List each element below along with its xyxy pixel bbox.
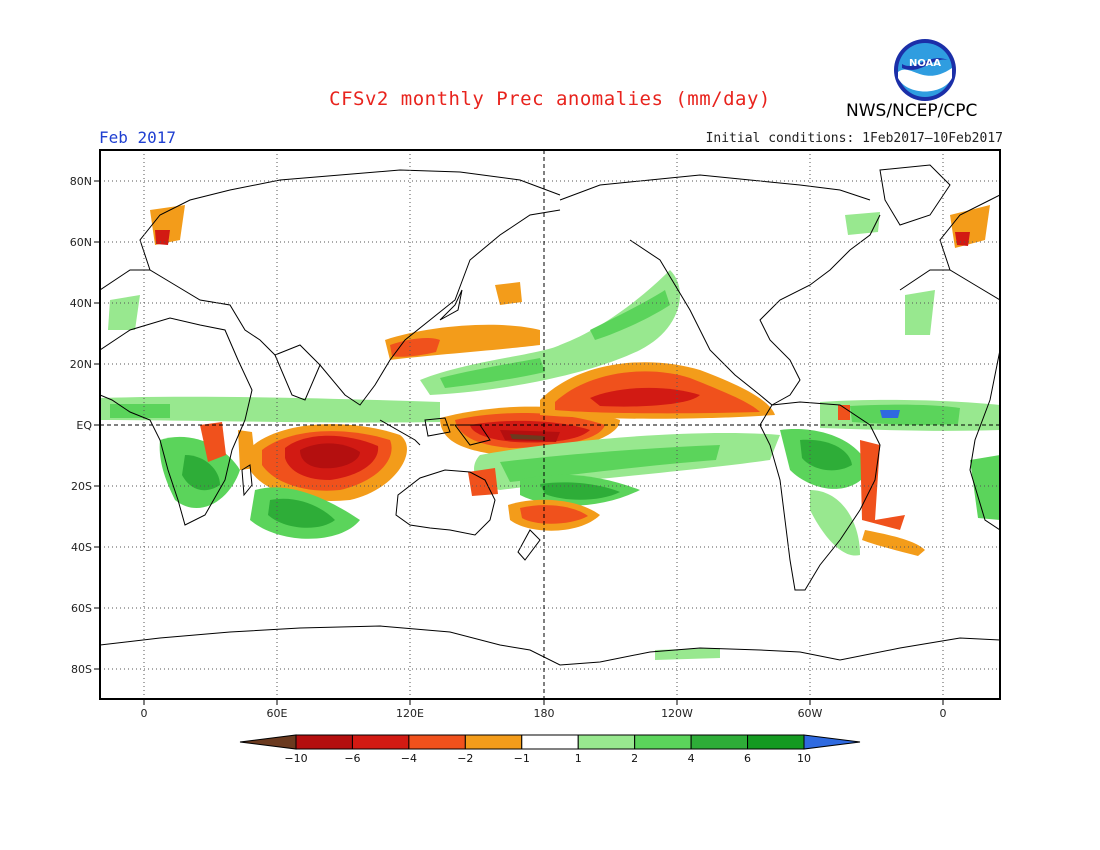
- lon-label: 0: [141, 707, 148, 720]
- initial-conditions-label: Initial conditions: 1Feb2017–10Feb2017: [705, 131, 1003, 146]
- lon-label: 180: [534, 707, 555, 720]
- lat-label: 40S: [71, 541, 92, 554]
- colorbar-label: −2: [457, 752, 473, 765]
- coastlines: [100, 164, 1000, 666]
- colorbar-bin: [577, 734, 636, 750]
- colorbar-label: −10: [284, 752, 307, 765]
- colorbar-bin: [690, 734, 749, 750]
- colorbar-label: −1: [514, 752, 530, 765]
- map-title: CFSv2 monthly Prec anomalies (mm/day): [329, 88, 771, 110]
- lat-label: 60N: [70, 236, 92, 249]
- month-label: Feb 2017: [99, 128, 177, 147]
- lat-label: 40N: [70, 297, 92, 310]
- colorbar-bin: [464, 734, 523, 750]
- colorbar-label: −4: [401, 752, 417, 765]
- longitude-labels: 0 60E 120E 180 120W 60W 0: [141, 707, 947, 720]
- colorbar-bin: [634, 734, 692, 750]
- colorbar-bin: [239, 734, 297, 750]
- colorbar: −10 −6 −4 −2 −1 1 2 4 6 10: [239, 734, 861, 765]
- lon-label: 60E: [267, 707, 288, 720]
- colorbar-label: −6: [344, 752, 360, 765]
- logo-text: NOAA: [909, 58, 941, 69]
- lat-label: EQ: [76, 419, 92, 432]
- lon-label: 0: [940, 707, 947, 720]
- noaa-logo-icon: NOAA: [894, 39, 956, 101]
- colorbar-bin: [803, 734, 861, 750]
- colorbar-label: 4: [688, 752, 695, 765]
- lon-label: 60W: [798, 707, 823, 720]
- tick-marks: [94, 180, 944, 705]
- colorbar-label: 6: [744, 752, 751, 765]
- lat-label: 20S: [71, 480, 92, 493]
- lat-label: 80S: [71, 663, 92, 676]
- colorbar-label: 2: [631, 752, 638, 765]
- colorbar-bin: [408, 734, 466, 750]
- lat-label: 20N: [70, 358, 92, 371]
- latitude-labels: 80N 60N 40N 20N EQ 20S 40S 60S 80S: [70, 175, 93, 676]
- lon-label: 120E: [396, 707, 424, 720]
- colorbar-bin: [521, 734, 579, 750]
- agency-label: NWS/NCEP/CPC: [846, 101, 978, 121]
- colorbar-bin: [295, 734, 353, 750]
- colorbar-bin: [747, 734, 805, 750]
- lat-label: 80N: [70, 175, 92, 188]
- equator-dateline: [100, 150, 1000, 699]
- colorbar-label: 1: [575, 752, 582, 765]
- colorbar-label: 10: [797, 752, 811, 765]
- anomaly-shading: [100, 205, 1000, 660]
- lat-label: 60S: [71, 602, 92, 615]
- lon-label: 120W: [661, 707, 693, 720]
- colorbar-bin: [351, 734, 410, 750]
